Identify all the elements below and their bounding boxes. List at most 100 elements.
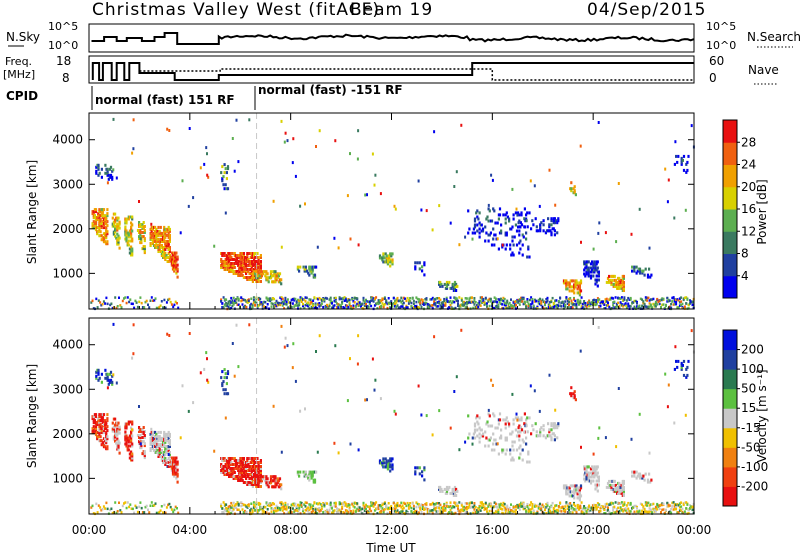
- range-cell: [472, 227, 475, 231]
- range-cell: [477, 422, 480, 426]
- range-cell: [225, 509, 228, 513]
- range-cell: [226, 370, 230, 374]
- range-cell: [155, 438, 158, 442]
- range-cell: [441, 506, 444, 509]
- range-cell: [116, 437, 119, 441]
- range-cell: [488, 502, 491, 506]
- range-cell: [358, 301, 361, 304]
- range-cell: [492, 300, 495, 303]
- range-cell: [502, 504, 505, 508]
- range-cell: [275, 509, 278, 513]
- range-cell: [126, 296, 129, 299]
- range-cell: [570, 181, 573, 185]
- range-cell: [573, 191, 576, 195]
- range-cell: [478, 440, 481, 444]
- range-cell: [346, 399, 349, 403]
- range-cell: [520, 300, 523, 303]
- range-cell: [475, 511, 478, 514]
- range-cell: [149, 231, 152, 235]
- range-cell: [426, 510, 429, 513]
- range-cell: [605, 304, 608, 307]
- range-cell: [142, 221, 145, 224]
- range-cell: [596, 471, 599, 475]
- range-cell: [612, 282, 615, 286]
- range-cell: [378, 510, 381, 514]
- range-cell: [405, 306, 408, 309]
- range-cell: [638, 267, 642, 271]
- range-cell: [245, 505, 248, 508]
- range-cell: [139, 438, 142, 442]
- range-cell: [510, 298, 512, 301]
- range-cell: [449, 221, 452, 225]
- range-cell: [518, 251, 521, 255]
- range-cell: [426, 303, 429, 306]
- range-cell: [245, 272, 248, 275]
- range-cell: [557, 422, 560, 426]
- range-cell: [492, 306, 495, 310]
- range-cell: [423, 263, 426, 267]
- range-cell: [487, 239, 490, 243]
- range-cell: [95, 171, 98, 175]
- range-cell: [587, 260, 590, 264]
- range-cell: [665, 304, 667, 307]
- range-cell: [542, 512, 545, 515]
- range-cell: [547, 434, 550, 438]
- range-cell: [164, 511, 167, 515]
- range-cell: [352, 306, 355, 310]
- range-cell: [148, 306, 151, 309]
- range-cell: [105, 242, 108, 246]
- range-cell: [250, 479, 253, 482]
- range-cell: [371, 504, 374, 507]
- range-cell: [233, 467, 236, 470]
- range-cell: [394, 412, 397, 416]
- range-cell: [307, 509, 310, 513]
- range-cell: [689, 299, 691, 302]
- range-cell: [221, 252, 224, 255]
- range-cell: [127, 231, 130, 235]
- range-cell: [163, 445, 166, 448]
- range-cell: [549, 509, 552, 512]
- range-cell: [649, 298, 652, 301]
- range-cell: [450, 491, 453, 495]
- range-cell: [506, 504, 509, 508]
- range-cell: [252, 296, 255, 299]
- range-cell: [470, 505, 473, 508]
- range-cell: [229, 457, 232, 460]
- range-cell: [410, 506, 413, 510]
- range-cell: [101, 419, 104, 423]
- range-cell: [187, 204, 190, 208]
- range-cell: [362, 504, 365, 507]
- range-cell: [421, 301, 424, 304]
- range-cell: [157, 231, 160, 235]
- range-cell: [275, 304, 278, 308]
- range-cell: [517, 426, 520, 430]
- range-cell: [179, 436, 182, 440]
- range-cell: [375, 302, 378, 305]
- range-cell: [477, 507, 480, 510]
- range-cell: [638, 476, 642, 480]
- range-cell: [269, 481, 273, 485]
- range-cell: [97, 163, 100, 167]
- range-cell: [221, 260, 224, 263]
- range-cell: [514, 416, 517, 420]
- range-cell: [562, 486, 566, 490]
- range-cell: [568, 494, 571, 498]
- range-cell: [159, 442, 162, 446]
- range-cell: [175, 265, 178, 269]
- range-cell: [203, 162, 206, 166]
- range-cell: [481, 227, 485, 231]
- range-cell: [459, 509, 462, 512]
- range-cell: [522, 235, 525, 239]
- range-cell: [587, 465, 590, 469]
- range-cell: [159, 231, 162, 235]
- range-cell: [544, 301, 546, 304]
- range-cell: [473, 504, 476, 508]
- range-cell: [333, 441, 336, 445]
- range-cell: [520, 418, 523, 422]
- range-cell: [141, 440, 144, 444]
- range-cell: [490, 219, 494, 223]
- range-cell: [118, 296, 120, 299]
- range-cell: [501, 450, 504, 454]
- range-cell: [276, 481, 279, 485]
- range-cell: [488, 233, 491, 237]
